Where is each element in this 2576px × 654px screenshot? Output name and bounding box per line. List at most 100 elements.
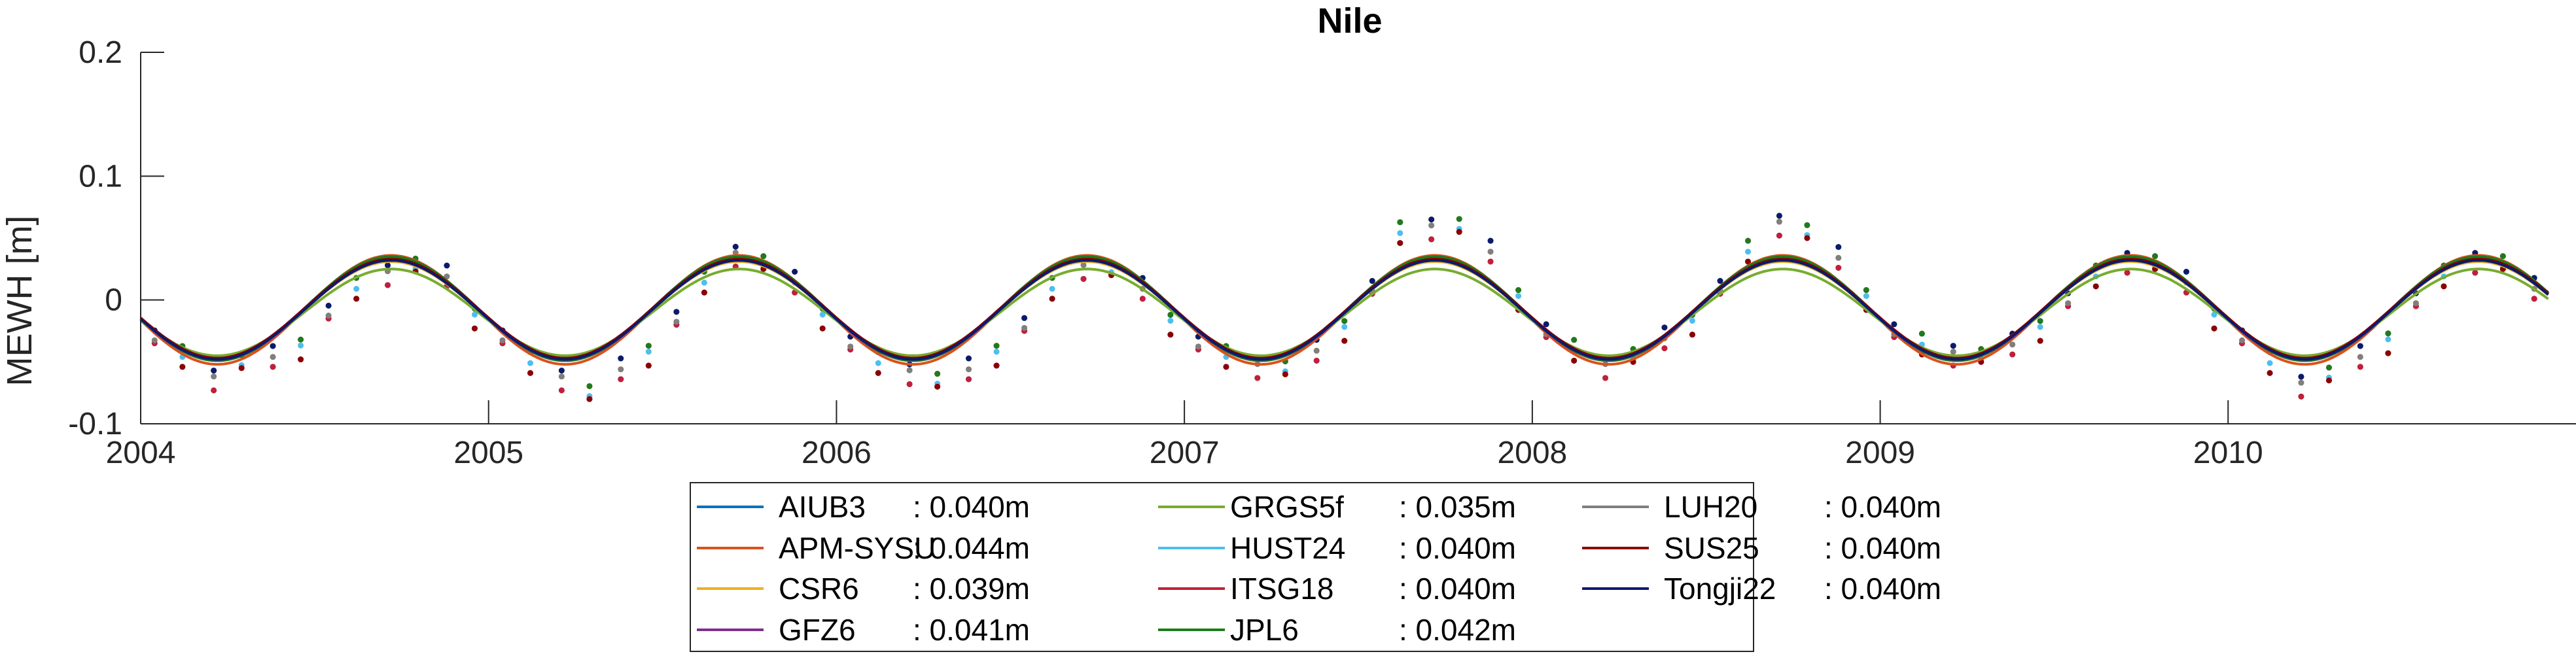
y-tick-label: 0.2 [79,35,122,70]
scatter-point [1571,357,1578,364]
scatter-point [934,383,941,390]
scatter-point [2092,283,2099,290]
scatter-point [1950,349,1956,355]
scatter-point [792,268,798,275]
scatter-point [2385,350,2391,356]
y-tick-label: 0 [105,283,122,318]
scatter-point [1571,337,1578,343]
scatter-point [993,343,1000,349]
scatter-point [1745,237,1752,244]
legend-series-name: ITSG18 [1230,572,1334,606]
scatter-point [2325,377,2332,384]
scatter-point [1428,222,1435,229]
scatter-point [2298,373,2304,380]
scatter-point [819,325,826,332]
scatter-point [965,355,972,362]
scatter-point [2357,364,2363,370]
scatter-point [2152,253,2159,260]
scatter-point [558,387,565,394]
scatter-point [471,311,478,318]
scatter-point [1661,345,1668,352]
scatter-point [1313,347,1320,354]
scatter-point [353,296,360,302]
legend-series-value: : 0.035m [1399,490,1516,524]
scatter-point [527,360,534,366]
scatter-point [499,337,506,343]
scatter-point [965,376,972,383]
scatter-point [270,354,276,360]
scatter-point [2037,324,2043,330]
legend-series-value: : 0.040m [913,490,1030,524]
legend-series-name: GFZ6 [779,613,856,647]
scatter-point [2009,341,2016,348]
scatter-point [618,376,624,383]
scatter-point [558,368,565,374]
legend-box [690,482,1754,652]
y-tick-label: -0.1 [68,407,122,441]
scatter-point [2412,300,2419,307]
legend-series-name: AIUB3 [779,490,866,524]
scatter-point [673,318,680,325]
scatter-point [1021,324,1028,331]
legend-series-value: : 0.040m [1824,572,1941,606]
legend-series-value: : 0.044m [913,531,1030,565]
scatter-point [586,396,593,402]
scatter-point [298,356,304,363]
scatter-point [2009,351,2016,358]
scatter-point [325,313,332,319]
scatter-point [1167,317,1174,324]
scatter-points [151,213,2537,402]
scatter-point [353,286,360,292]
scatter-point [1745,249,1752,255]
scatter-point [2357,343,2363,349]
scatter-point [1543,321,1549,328]
scatter-point [645,349,652,355]
scatter-point [238,365,245,371]
scatter-point [1950,343,1956,349]
scatter-point [1661,324,1668,331]
legend-series-name: GRGS5f [1230,490,1344,524]
legend-series-name: JPL6 [1230,613,1299,647]
scatter-point [1049,296,1055,302]
scatter-point [1776,218,1782,225]
scatter-point [471,325,478,332]
legend-series-name: SUS25 [1664,531,1759,565]
scatter-point [673,309,680,315]
x-tick-label: 2004 [106,436,176,470]
scatter-point [1341,318,1348,324]
scatter-point [2037,318,2043,324]
scatter-point [2124,269,2130,276]
scatter-point [270,343,276,349]
scatter-point [1397,230,1403,236]
scatter-point [1487,258,1494,265]
scatter-point [2531,296,2537,302]
scatter-point [1602,375,1609,381]
scatter-point [1254,375,1261,381]
legend-series-name: HUST24 [1230,531,1345,565]
legend-series-value: : 0.042m [1399,613,1516,647]
scatter-point [1776,232,1782,239]
x-tick-label: 2006 [802,436,872,470]
scatter-point [2037,337,2043,344]
legend-series-name: CSR6 [779,572,859,606]
scatter-point [2211,311,2217,318]
scatter-point [270,364,276,370]
x-tick-label: 2010 [2193,436,2263,470]
scatter-point [1487,249,1494,255]
scatter-point [1515,287,1522,294]
scatter-point [645,362,652,369]
legend-series-value: : 0.040m [1824,490,1941,524]
scatter-point [2298,393,2304,400]
scatter-point [993,362,1000,369]
legend-series-name: LUH20 [1664,490,1757,524]
scatter-point [1139,296,1146,302]
scatter-point [211,368,217,374]
scatter-point [1863,293,1869,300]
scatter-point [211,373,217,380]
scatter-point [1167,332,1174,338]
scatter-point [906,367,913,373]
scatter-point [151,337,158,343]
scatter-point [1369,278,1375,284]
scatter-point [2385,330,2391,337]
